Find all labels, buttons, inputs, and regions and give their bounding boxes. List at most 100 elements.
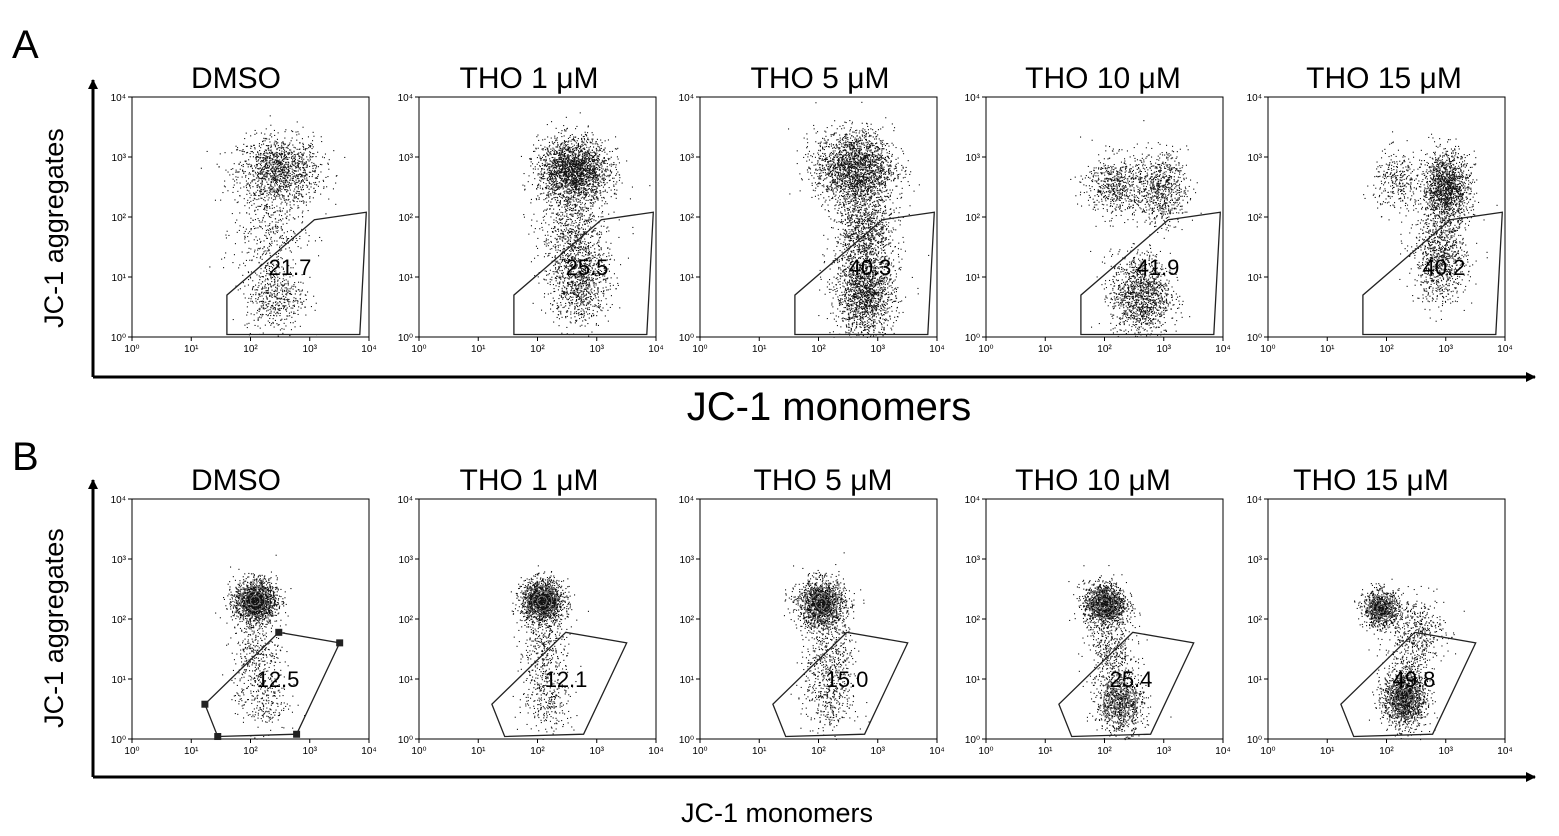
event-dot bbox=[257, 190, 258, 191]
event-dot bbox=[570, 182, 571, 183]
event-dot bbox=[261, 173, 262, 174]
event-dot bbox=[562, 165, 563, 166]
event-dot bbox=[291, 183, 292, 184]
event-dot bbox=[583, 221, 584, 222]
event-dot bbox=[270, 157, 271, 158]
event-dot bbox=[264, 166, 265, 167]
y-tick-label: 10³ bbox=[399, 153, 414, 164]
event-dot bbox=[290, 150, 291, 151]
event-dot bbox=[563, 180, 564, 181]
event-dot bbox=[551, 174, 552, 175]
event-dot bbox=[283, 166, 284, 167]
event-dot bbox=[543, 174, 544, 175]
event-dot bbox=[577, 186, 578, 187]
event-dot bbox=[282, 242, 283, 243]
event-dot bbox=[281, 303, 282, 304]
event-dot bbox=[584, 170, 585, 171]
event-dot bbox=[276, 241, 277, 242]
event-dot bbox=[251, 228, 252, 229]
event-dot bbox=[298, 205, 299, 206]
event-dot bbox=[547, 136, 548, 137]
event-dot bbox=[569, 176, 570, 177]
event-dot bbox=[311, 186, 312, 187]
event-dot bbox=[543, 199, 544, 200]
event-dot bbox=[287, 316, 288, 317]
event-dot bbox=[582, 151, 583, 152]
event-dot bbox=[257, 181, 258, 182]
event-dot bbox=[292, 163, 293, 164]
event-dot bbox=[559, 189, 560, 190]
event-dot bbox=[560, 183, 561, 184]
event-dot bbox=[581, 167, 582, 168]
event-dot bbox=[252, 170, 253, 171]
event-dot bbox=[296, 180, 297, 181]
event-dot bbox=[268, 194, 269, 195]
event-dot bbox=[265, 160, 266, 161]
event-dot bbox=[580, 235, 581, 236]
event-dot bbox=[257, 172, 258, 173]
event-dot bbox=[272, 297, 273, 298]
event-dot bbox=[546, 202, 547, 203]
event-dot bbox=[309, 154, 310, 155]
event-dot bbox=[544, 169, 545, 170]
event-dot bbox=[304, 177, 305, 178]
event-dot bbox=[275, 305, 276, 306]
event-dot bbox=[275, 171, 276, 172]
event-dot bbox=[552, 192, 553, 193]
event-dot bbox=[295, 313, 296, 314]
event-dot bbox=[259, 222, 260, 223]
event-dot bbox=[591, 221, 592, 222]
event-dot bbox=[267, 208, 268, 209]
event-dot bbox=[296, 197, 297, 198]
event-dot bbox=[566, 179, 567, 180]
event-dot bbox=[282, 285, 283, 286]
event-dot bbox=[276, 160, 277, 161]
event-dot bbox=[263, 333, 264, 334]
event-dot bbox=[535, 148, 536, 149]
event-dot bbox=[581, 234, 582, 235]
event-dot bbox=[592, 132, 593, 133]
event-dot bbox=[264, 292, 265, 293]
event-dot bbox=[264, 235, 265, 236]
event-dot bbox=[236, 171, 237, 172]
event-dot bbox=[554, 172, 555, 173]
event-dot bbox=[548, 150, 549, 151]
event-dot bbox=[284, 170, 285, 171]
event-dot bbox=[336, 176, 337, 177]
event-dot bbox=[267, 293, 268, 294]
event-dot bbox=[283, 184, 284, 185]
event-dot bbox=[284, 138, 285, 139]
event-dot bbox=[269, 295, 270, 296]
event-dot bbox=[567, 206, 568, 207]
event-dot bbox=[278, 161, 279, 162]
event-dot bbox=[583, 250, 584, 251]
event-dot bbox=[258, 177, 259, 178]
event-dot bbox=[294, 173, 295, 174]
event-dot bbox=[569, 185, 570, 186]
event-dot bbox=[560, 180, 561, 181]
event-dot bbox=[317, 152, 318, 153]
event-dot bbox=[288, 184, 289, 185]
event-dot bbox=[254, 134, 255, 135]
event-dot bbox=[264, 197, 265, 198]
event-dot bbox=[281, 250, 282, 251]
event-dot bbox=[565, 204, 566, 205]
event-dot bbox=[614, 178, 615, 179]
event-dot bbox=[607, 203, 608, 204]
event-dot bbox=[560, 148, 561, 149]
event-dot bbox=[297, 178, 298, 179]
event-dot bbox=[593, 184, 594, 185]
event-dot bbox=[580, 147, 581, 148]
event-dot bbox=[253, 156, 254, 157]
event-dot bbox=[271, 160, 272, 161]
event-dot bbox=[578, 192, 579, 193]
event-dot bbox=[280, 163, 281, 164]
event-dot bbox=[281, 288, 282, 289]
event-dot bbox=[600, 163, 601, 164]
event-dot bbox=[597, 143, 598, 144]
event-dot bbox=[272, 189, 273, 190]
event-dot bbox=[207, 151, 208, 152]
event-dot bbox=[595, 179, 596, 180]
event-dot bbox=[555, 247, 556, 248]
event-dot bbox=[569, 148, 570, 149]
